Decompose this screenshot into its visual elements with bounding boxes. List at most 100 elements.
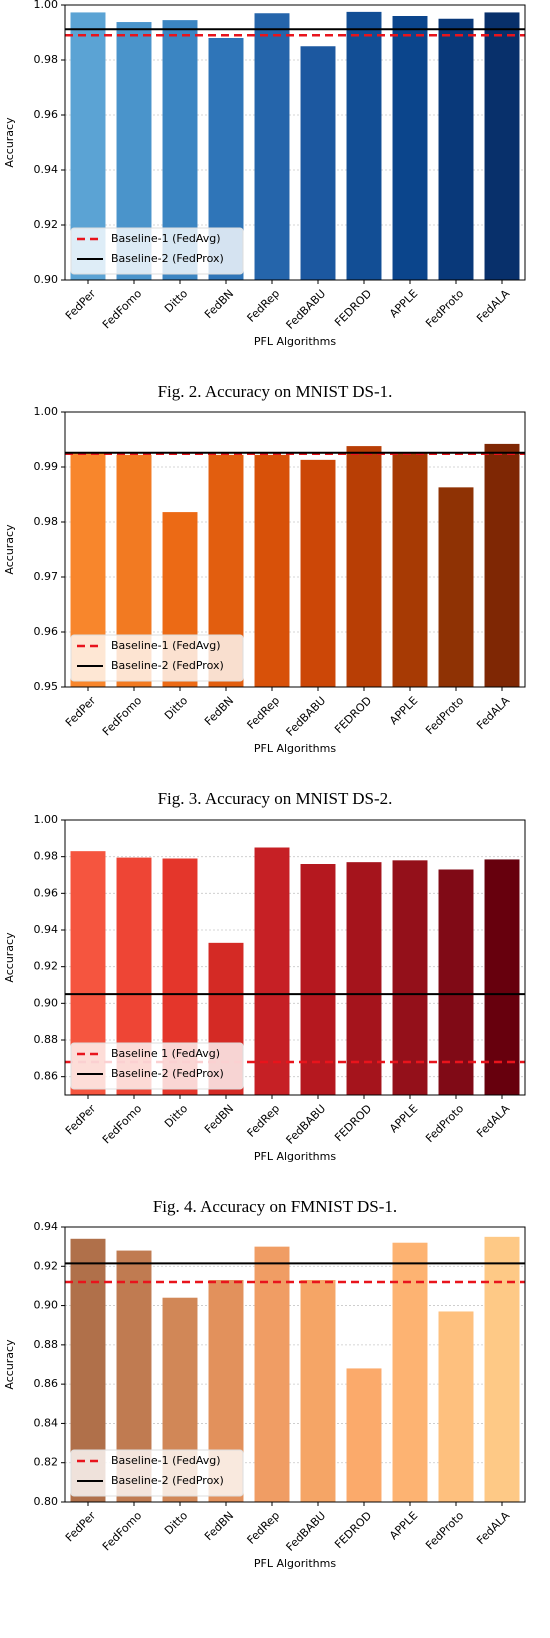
- bar: [392, 16, 428, 280]
- x-axis-label: PFL Algorithms: [254, 1150, 336, 1163]
- figure-caption: Fig. 4. Accuracy on FMNIST DS-1.: [153, 1197, 397, 1216]
- legend-box: [70, 634, 244, 682]
- bar: [346, 1368, 382, 1502]
- bar: [438, 869, 474, 1095]
- y-tick-label: 0.90: [34, 996, 59, 1009]
- x-axis-label: PFL Algorithms: [254, 1557, 336, 1570]
- x-tick-label: FedBABU: [284, 694, 329, 739]
- x-tick-label: FedFomo: [100, 694, 144, 738]
- legend-box: [70, 1042, 244, 1090]
- y-tick-label: 0.80: [34, 1495, 59, 1508]
- x-tick-label: FedALA: [474, 1102, 512, 1140]
- x-tick-label: FedProto: [423, 287, 466, 330]
- y-tick-label: 0.96: [34, 886, 59, 899]
- bar: [484, 12, 520, 281]
- plot-frame: [64, 1226, 526, 1503]
- legend-label: Baseline 1 (FedAvg): [111, 1047, 220, 1060]
- bar: [346, 446, 382, 687]
- bar: [254, 454, 290, 687]
- bar: [484, 1236, 520, 1502]
- x-tick-label: FedRep: [245, 287, 283, 325]
- y-tick-label: 0.94: [34, 163, 59, 176]
- x-tick-label: Ditto: [162, 287, 190, 315]
- legend-label: Baseline-1 (FedAvg): [111, 1454, 221, 1467]
- bar: [392, 452, 428, 687]
- bar: [438, 18, 474, 280]
- x-tick-label: FEDROD: [332, 1509, 374, 1551]
- plot-frame: [64, 411, 526, 688]
- plot-frame: [64, 819, 526, 1096]
- y-tick-label: 0.84: [34, 1416, 59, 1429]
- x-tick-label: FedBABU: [284, 287, 329, 332]
- x-tick-label: Ditto: [162, 1509, 190, 1537]
- legend-label: Baseline-1 (FedAvg): [111, 232, 221, 245]
- bar: [484, 443, 520, 687]
- x-tick-label: APPLE: [387, 694, 420, 727]
- y-axis-label: Accuracy: [3, 117, 16, 168]
- bar: [254, 13, 290, 280]
- y-tick-label: 0.90: [34, 273, 59, 286]
- bar: [346, 11, 382, 280]
- x-tick-label: FedFomo: [100, 287, 144, 331]
- y-tick-label: 0.97: [34, 570, 59, 583]
- legend-label: Baseline-2 (FedProx): [111, 1474, 224, 1487]
- x-tick-label: FEDROD: [332, 694, 374, 736]
- x-tick-label: FedProto: [423, 694, 466, 737]
- y-tick-label: 0.90: [34, 1299, 59, 1312]
- y-tick-label: 0.98: [34, 515, 59, 528]
- bar: [300, 459, 336, 687]
- x-tick-label: FedBN: [202, 1102, 236, 1136]
- x-tick-label: Ditto: [162, 694, 190, 722]
- x-tick-label: FedALA: [474, 1509, 512, 1547]
- y-tick-label: 0.99: [34, 460, 59, 473]
- y-tick-label: 0.94: [34, 1220, 59, 1233]
- x-tick-label: FedFomo: [100, 1102, 144, 1146]
- y-tick-label: 1.00: [34, 405, 59, 418]
- y-axis-label: Accuracy: [3, 524, 16, 575]
- x-tick-label: FedBABU: [284, 1102, 329, 1147]
- y-tick-label: 0.92: [34, 960, 59, 973]
- y-tick-label: 0.98: [34, 53, 59, 66]
- x-tick-label: FedProto: [423, 1102, 466, 1145]
- y-tick-label: 0.88: [34, 1033, 59, 1046]
- y-tick-label: 0.86: [34, 1377, 59, 1390]
- x-tick-label: FEDROD: [332, 1102, 374, 1144]
- y-tick-label: 0.94: [34, 923, 59, 936]
- bar: [300, 864, 336, 1095]
- y-axis-label: Accuracy: [3, 932, 16, 983]
- y-tick-label: 0.98: [34, 850, 59, 863]
- y-tick-label: 1.00: [34, 0, 59, 11]
- x-tick-label: FedALA: [474, 287, 512, 325]
- bar: [392, 860, 428, 1095]
- y-tick-label: 1.00: [34, 813, 59, 826]
- x-tick-label: Ditto: [162, 1102, 190, 1130]
- y-tick-label: 0.92: [34, 1259, 59, 1272]
- legend-label: Baseline-1 (FedAvg): [111, 639, 221, 652]
- y-axis-label: Accuracy: [3, 1339, 16, 1390]
- x-tick-label: FedProto: [423, 1509, 466, 1552]
- bar: [484, 859, 520, 1095]
- x-tick-label: FedBN: [202, 287, 236, 321]
- legend-box: [70, 227, 244, 275]
- bar: [438, 1311, 474, 1502]
- x-tick-label: FedALA: [474, 694, 512, 732]
- bar: [346, 862, 382, 1095]
- y-tick-label: 0.96: [34, 625, 59, 638]
- y-tick-label: 0.96: [34, 108, 59, 121]
- legend-label: Baseline-2 (FedProx): [111, 659, 224, 672]
- x-tick-label: APPLE: [387, 287, 420, 320]
- x-tick-label: APPLE: [387, 1102, 420, 1135]
- figure-caption: Fig. 3. Accuracy on MNIST DS-2.: [158, 789, 393, 808]
- bar: [254, 1246, 290, 1502]
- bar: [254, 847, 290, 1095]
- y-tick-label: 0.92: [34, 218, 59, 231]
- x-tick-label: FedBN: [202, 694, 236, 728]
- legend-label: Baseline-2 (FedProx): [111, 1067, 224, 1080]
- x-axis-label: PFL Algorithms: [254, 742, 336, 755]
- bar: [300, 1280, 336, 1502]
- x-tick-label: FedBABU: [284, 1509, 329, 1554]
- x-tick-label: FedRep: [245, 1102, 283, 1140]
- x-tick-label: FedPer: [63, 1509, 99, 1545]
- bar: [438, 487, 474, 687]
